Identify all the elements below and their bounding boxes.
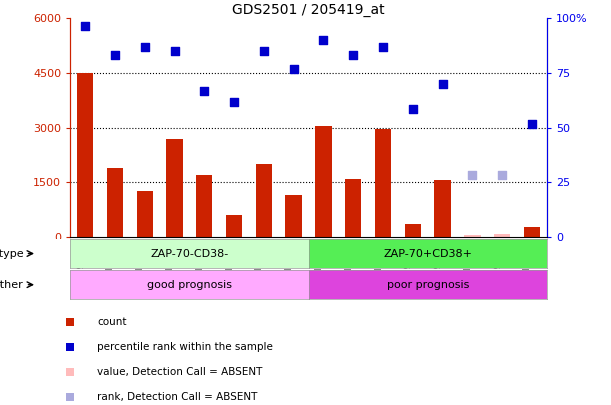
Bar xyxy=(404,224,421,237)
Title: GDS2501 / 205419_at: GDS2501 / 205419_at xyxy=(232,3,385,17)
Bar xyxy=(315,126,332,237)
Point xyxy=(80,22,90,29)
Point xyxy=(289,66,299,72)
Bar xyxy=(285,195,302,237)
Text: cell type: cell type xyxy=(0,249,23,258)
Text: other: other xyxy=(0,280,23,290)
Text: value, Detection Call = ABSENT: value, Detection Call = ABSENT xyxy=(97,367,263,377)
Point xyxy=(170,48,180,54)
Text: good prognosis: good prognosis xyxy=(147,280,232,290)
Bar xyxy=(107,168,123,237)
Bar xyxy=(226,215,243,237)
Point xyxy=(259,48,269,54)
Bar xyxy=(464,235,481,237)
Point xyxy=(318,37,328,43)
Point xyxy=(199,88,209,94)
Text: count: count xyxy=(97,317,126,327)
Point xyxy=(378,44,388,51)
Bar xyxy=(136,192,153,237)
Point xyxy=(467,172,477,178)
Bar xyxy=(166,139,183,237)
Point xyxy=(229,99,239,105)
Point xyxy=(348,51,358,58)
Bar xyxy=(196,175,213,237)
Text: ZAP-70+CD38+: ZAP-70+CD38+ xyxy=(383,249,472,258)
Point xyxy=(408,106,418,113)
Text: poor prognosis: poor prognosis xyxy=(387,280,469,290)
Text: ZAP-70-CD38-: ZAP-70-CD38- xyxy=(150,249,229,258)
Point xyxy=(527,121,537,127)
Bar xyxy=(255,164,272,237)
Bar xyxy=(77,73,93,237)
Bar xyxy=(494,234,510,237)
Text: percentile rank within the sample: percentile rank within the sample xyxy=(97,342,273,352)
Point xyxy=(110,51,120,58)
Text: rank, Detection Call = ABSENT: rank, Detection Call = ABSENT xyxy=(97,392,258,402)
Point xyxy=(497,172,507,178)
Bar xyxy=(524,227,540,237)
Point xyxy=(437,81,447,87)
Point xyxy=(140,44,150,51)
Bar xyxy=(434,181,451,237)
Bar xyxy=(345,179,362,237)
Bar xyxy=(375,130,391,237)
